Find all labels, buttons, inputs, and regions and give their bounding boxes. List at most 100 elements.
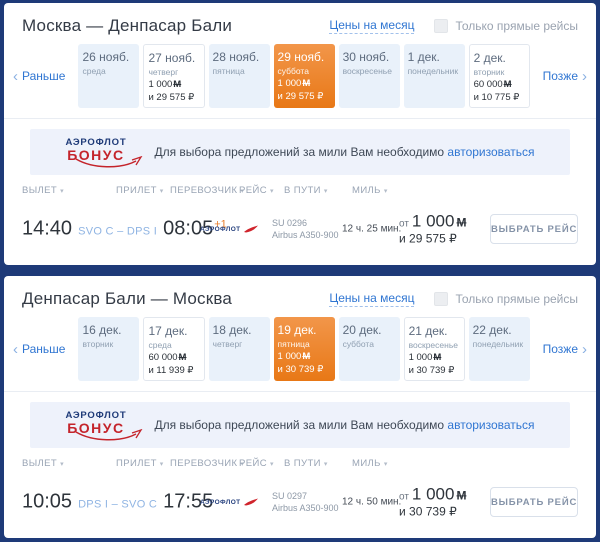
price-miles: 1 000 <box>411 211 455 231</box>
chevron-left-icon: ‹ <box>13 67 18 85</box>
direct-flights-label: Только прямые рейсы <box>455 292 578 306</box>
aeroflot-bonus-logo: АЭРОФЛОТ БОНУС <box>65 138 143 168</box>
date-cell[interactable]: 21 дек. воскресенье 1 000М и 30 739 ₽ <box>403 317 465 381</box>
earlier-link[interactable]: ‹ Раньше <box>4 342 74 357</box>
sort-flight[interactable]: РЕЙС ▾ <box>239 458 274 469</box>
earlier-link[interactable]: ‹ Раньше <box>4 69 74 84</box>
price-block: от 1 000 М и 29 575 ₽ <box>399 211 466 246</box>
authorize-link[interactable]: авторизоваться <box>447 418 535 432</box>
flight-duration: 12 ч. 50 мин. <box>342 496 402 508</box>
carrier-logo: АЭРОФЛОТ <box>200 225 259 233</box>
carrier-logo: АЭРОФЛОТ <box>200 498 259 506</box>
checkbox-icon[interactable] <box>434 292 449 306</box>
mile-symbol: М <box>302 351 311 362</box>
route-title: Денпасар Бали — Москва <box>22 289 233 308</box>
header-controls: Цены на месяц Только прямые рейсы <box>329 291 578 307</box>
aeroflot-wing-icon <box>243 225 258 233</box>
sort-arrival[interactable]: ПРИЛЕТ ▾ <box>116 185 164 196</box>
mile-symbol: М <box>456 488 467 503</box>
later-link[interactable]: Позже › <box>534 342 596 357</box>
table-header-row: ВЫЛЕТ ▾ ПРИЛЕТ ▾ ПЕРЕВОЗЧИК ▾ РЕЙС ▾ В ПУТИ ▾… <box>4 179 596 203</box>
date-carousel: ‹ Раньше 16 дек. вторник 17 дек. среда 60… <box>4 317 596 381</box>
flights-table: ВЫЛЕТ ▾ ПРИЛЕТ ▾ ПЕРЕВОЗЧИК ▾ РЕЙС ▾ В ПУТИ ▾… <box>4 179 596 265</box>
panel-header: Москва — Денпасар Бали Цены на месяц Тол… <box>4 3 596 40</box>
date-cell[interactable]: 17 дек. среда 60 000М и 11 939 ₽ <box>143 317 205 381</box>
select-flight-button[interactable]: ВЫБРАТЬ РЕЙС <box>490 487 578 517</box>
sort-duration[interactable]: В ПУТИ ▾ <box>284 458 328 469</box>
month-prices-link[interactable]: Цены на месяц <box>329 18 415 34</box>
sort-miles[interactable]: МИЛЬ ▾ <box>352 185 388 196</box>
flight-row: 14:40 SVO C – DPS I 08:05 +1 АЭРОФЛОТ SU… <box>4 203 596 255</box>
direct-flights-toggle[interactable]: Только прямые рейсы <box>434 19 578 33</box>
sort-carrier[interactable]: ПЕРЕВОЗЧИК ▾ <box>170 185 245 196</box>
aeroflot-bonus-banner: АЭРОФЛОТ БОНУС Для выбора предложений за… <box>30 402 570 448</box>
flight-number: SU 0297 <box>272 490 308 501</box>
flight-row: 10:05 DPS I – SVO C 17:55 АЭРОФЛОТ SU 02… <box>4 476 596 528</box>
arrival-time: 08:05 <box>163 217 214 240</box>
flights-table: ВЫЛЕТ ▾ ПРИЛЕТ ▾ ПЕРЕВОЗЧИК ▾ РЕЙС ▾ В ПУТИ ▾… <box>4 452 596 538</box>
caret-down-icon: ▾ <box>269 460 274 468</box>
mile-symbol: М <box>173 79 182 90</box>
authorize-link[interactable]: авторизоваться <box>447 145 535 159</box>
price-rub: и 29 575 ₽ <box>399 231 457 246</box>
earlier-label: Раньше <box>22 69 66 83</box>
date-cell[interactable]: 28 нояб. пятница <box>208 44 270 108</box>
month-prices-link[interactable]: Цены на месяц <box>329 291 415 307</box>
caret-down-icon: ▾ <box>269 187 274 195</box>
date-cell[interactable]: 2 дек. вторник 60 000М и 10 775 ₽ <box>468 44 530 108</box>
route-codes: SVO C – DPS I <box>78 225 158 238</box>
sort-miles[interactable]: МИЛЬ ▾ <box>352 458 388 469</box>
date-cell[interactable]: 16 дек. вторник <box>78 317 140 381</box>
sort-flight[interactable]: РЕЙС ▾ <box>239 185 274 196</box>
panel-lower-section: АЭРОФЛОТ БОНУС Для выбора предложений за… <box>4 391 596 538</box>
bonus-swoosh-icon <box>76 155 143 168</box>
flight-info: SU 0296 Airbus A350-900 <box>272 217 339 241</box>
sort-departure[interactable]: ВЫЛЕТ ▾ <box>22 185 65 196</box>
direct-flights-toggle[interactable]: Только прямые рейсы <box>434 292 578 306</box>
sort-departure[interactable]: ВЫЛЕТ ▾ <box>22 458 65 469</box>
date-cell[interactable]: 22 дек. понедельник <box>468 317 530 381</box>
caret-down-icon: ▾ <box>240 187 245 195</box>
date-cell[interactable]: 27 нояб. четверг 1 000М и 29 575 ₽ <box>143 44 205 108</box>
checkbox-icon[interactable] <box>434 19 449 33</box>
date-cell[interactable]: 26 нояб. среда <box>78 44 140 108</box>
route-codes: DPS I – SVO C <box>78 498 158 511</box>
sort-duration[interactable]: В ПУТИ ▾ <box>284 185 328 196</box>
date-cell[interactable]: 1 дек. понедельник <box>403 44 465 108</box>
date-carousel: ‹ Раньше 26 нояб. среда 27 нояб. четверг … <box>4 44 596 108</box>
mile-symbol: М <box>456 215 467 230</box>
date-cell-selected[interactable]: 19 дек. пятница 1 000М и 30 739 ₽ <box>273 317 335 381</box>
date-cell[interactable]: 20 дек. суббота <box>338 317 400 381</box>
price-block: от 1 000 М и 30 739 ₽ <box>399 484 466 519</box>
caret-down-icon: ▾ <box>383 460 388 468</box>
price-from-label: от <box>399 491 409 503</box>
departure-time: 10:05 <box>22 490 73 513</box>
aeroflot-bonus-logo: АЭРОФЛОТ БОНУС <box>65 411 143 441</box>
sort-carrier[interactable]: ПЕРЕВОЗЧИК ▾ <box>170 458 245 469</box>
arrival-time: 17:55 <box>163 490 214 513</box>
header-controls: Цены на месяц Только прямые рейсы <box>329 18 578 34</box>
aircraft-type: Airbus A350-900 <box>272 503 339 513</box>
caret-down-icon: ▾ <box>383 187 388 195</box>
caret-down-icon: ▾ <box>60 187 65 195</box>
direct-flights-label: Только прямые рейсы <box>455 19 578 33</box>
caret-down-icon: ▾ <box>60 460 65 468</box>
price-rub: и 30 739 ₽ <box>399 504 457 519</box>
caret-down-icon: ▾ <box>240 460 245 468</box>
date-cell[interactable]: 30 нояб. воскресенье <box>338 44 400 108</box>
sort-arrival[interactable]: ПРИЛЕТ ▾ <box>116 458 164 469</box>
caret-down-icon: ▾ <box>159 187 164 195</box>
later-link[interactable]: Позже › <box>534 69 596 84</box>
mile-symbol: М <box>433 352 442 363</box>
panel-return: Денпасар Бали — Москва Цены на месяц Тол… <box>4 276 596 538</box>
date-cell[interactable]: 18 дек. четверг <box>208 317 270 381</box>
date-cell-selected[interactable]: 29 нояб. суббота 1 000М и 29 575 ₽ <box>273 44 335 108</box>
bonus-message: Для выбора предложений за мили Вам необх… <box>154 145 535 159</box>
departure-time: 14:40 <box>22 217 73 240</box>
mile-symbol: М <box>302 78 311 89</box>
flight-number: SU 0296 <box>272 217 308 228</box>
panel-lower-section: АЭРОФЛОТ БОНУС Для выбора предложений за… <box>4 118 596 265</box>
select-flight-button[interactable]: ВЫБРАТЬ РЕЙС <box>490 214 578 244</box>
plus-days-badge: +1 <box>214 218 227 231</box>
